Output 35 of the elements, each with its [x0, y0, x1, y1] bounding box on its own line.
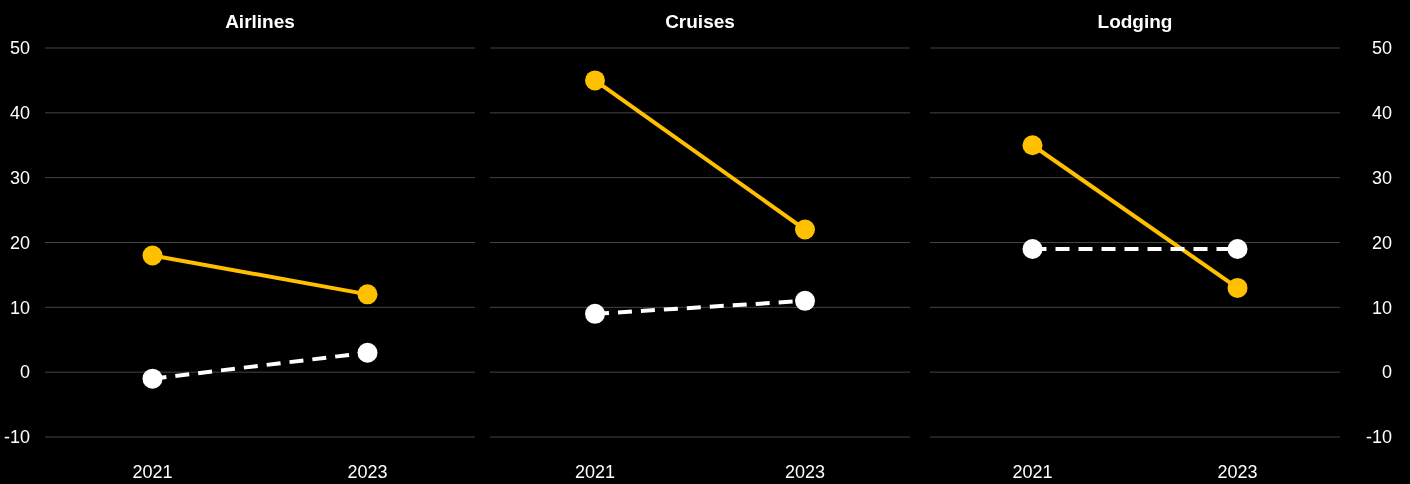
- chart-title: Airlines: [225, 11, 295, 32]
- point: [1227, 238, 1248, 259]
- point: [585, 303, 605, 324]
- chart-title: Cruises: [665, 11, 735, 32]
- x-tick-label: 2021: [132, 462, 173, 482]
- x-tick-label: 2023: [1217, 462, 1258, 482]
- point: [1227, 277, 1248, 298]
- x-tick-label: 2023: [784, 462, 826, 482]
- point: [142, 245, 163, 266]
- point: [1022, 238, 1043, 259]
- point: [357, 342, 378, 363]
- point: [795, 219, 815, 240]
- y-tick-label: 40: [1371, 103, 1392, 124]
- x-tick-label: 2023: [347, 462, 388, 482]
- x-tick-label: 2021: [574, 462, 616, 482]
- y-tick-label: 10: [1371, 297, 1392, 318]
- y-tick-label: 10: [9, 297, 30, 318]
- point: [357, 284, 378, 305]
- point: [142, 368, 163, 389]
- y-tick-label: 30: [1371, 167, 1392, 188]
- point: [795, 290, 815, 311]
- point: [585, 70, 605, 91]
- y-tick-label: 0: [1381, 362, 1392, 383]
- x-tick-label: 2021: [1012, 462, 1053, 482]
- y-tick-label: 50: [1371, 38, 1392, 59]
- y-tick-label: 30: [9, 167, 30, 188]
- y-tick-label: 40: [9, 103, 30, 124]
- point: [1022, 135, 1043, 156]
- chart-title: Lodging: [1097, 11, 1173, 32]
- y-tick-label: 0: [19, 362, 30, 383]
- y-tick-label: 20: [1371, 232, 1392, 253]
- y-tick-label: 20: [9, 232, 30, 253]
- y-tick-label: -10: [1365, 427, 1392, 448]
- y-tick-label: 50: [9, 38, 30, 59]
- y-tick-label: -10: [3, 427, 30, 448]
